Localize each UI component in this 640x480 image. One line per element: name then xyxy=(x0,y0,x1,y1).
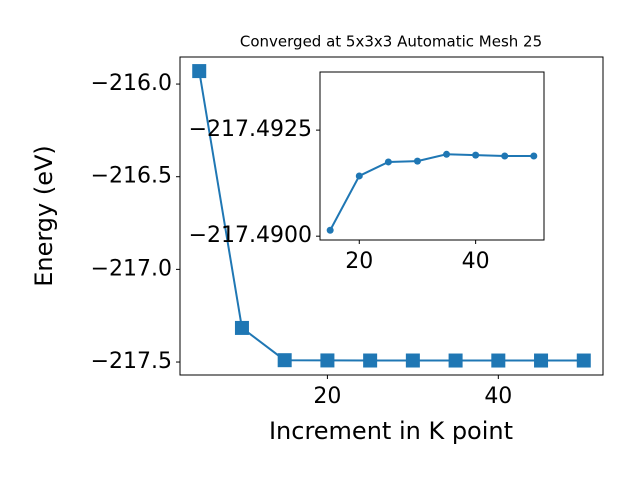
series-line xyxy=(329,153,534,231)
y-tick-label: −216.0 xyxy=(91,71,172,96)
axes-frame xyxy=(179,56,604,376)
point xyxy=(192,64,207,79)
point xyxy=(277,353,292,368)
point xyxy=(405,353,420,368)
point xyxy=(501,152,509,160)
point xyxy=(326,226,334,234)
x-tick-label: 40 xyxy=(462,249,490,274)
point xyxy=(491,353,506,368)
x-axis-label: Increment in K point xyxy=(269,417,513,445)
point xyxy=(413,157,421,165)
y-tick-label: −217.4900 xyxy=(189,223,312,248)
series-line xyxy=(198,70,584,362)
point xyxy=(448,353,463,368)
point xyxy=(234,320,249,335)
chart-title: Converged at 5x3x3 Automatic Mesh 25 xyxy=(240,33,542,51)
y-tick-label: −217.0 xyxy=(91,256,172,281)
point xyxy=(355,172,363,180)
y-tick-label: −217.4925 xyxy=(189,117,312,142)
x-tick-label: 40 xyxy=(484,384,512,409)
point xyxy=(320,353,335,368)
point xyxy=(530,152,538,160)
point xyxy=(443,150,451,158)
x-tick-label: 20 xyxy=(345,249,373,274)
point xyxy=(576,353,591,368)
point xyxy=(534,353,549,368)
axes-frame xyxy=(319,71,545,241)
point xyxy=(363,353,378,368)
x-tick-label: 20 xyxy=(313,384,341,409)
point xyxy=(472,151,480,159)
point xyxy=(384,158,392,166)
y-tick-label: −216.5 xyxy=(91,164,172,189)
y-axis-label: Energy (eV) xyxy=(30,145,58,287)
y-tick-label: −217.5 xyxy=(91,349,172,374)
